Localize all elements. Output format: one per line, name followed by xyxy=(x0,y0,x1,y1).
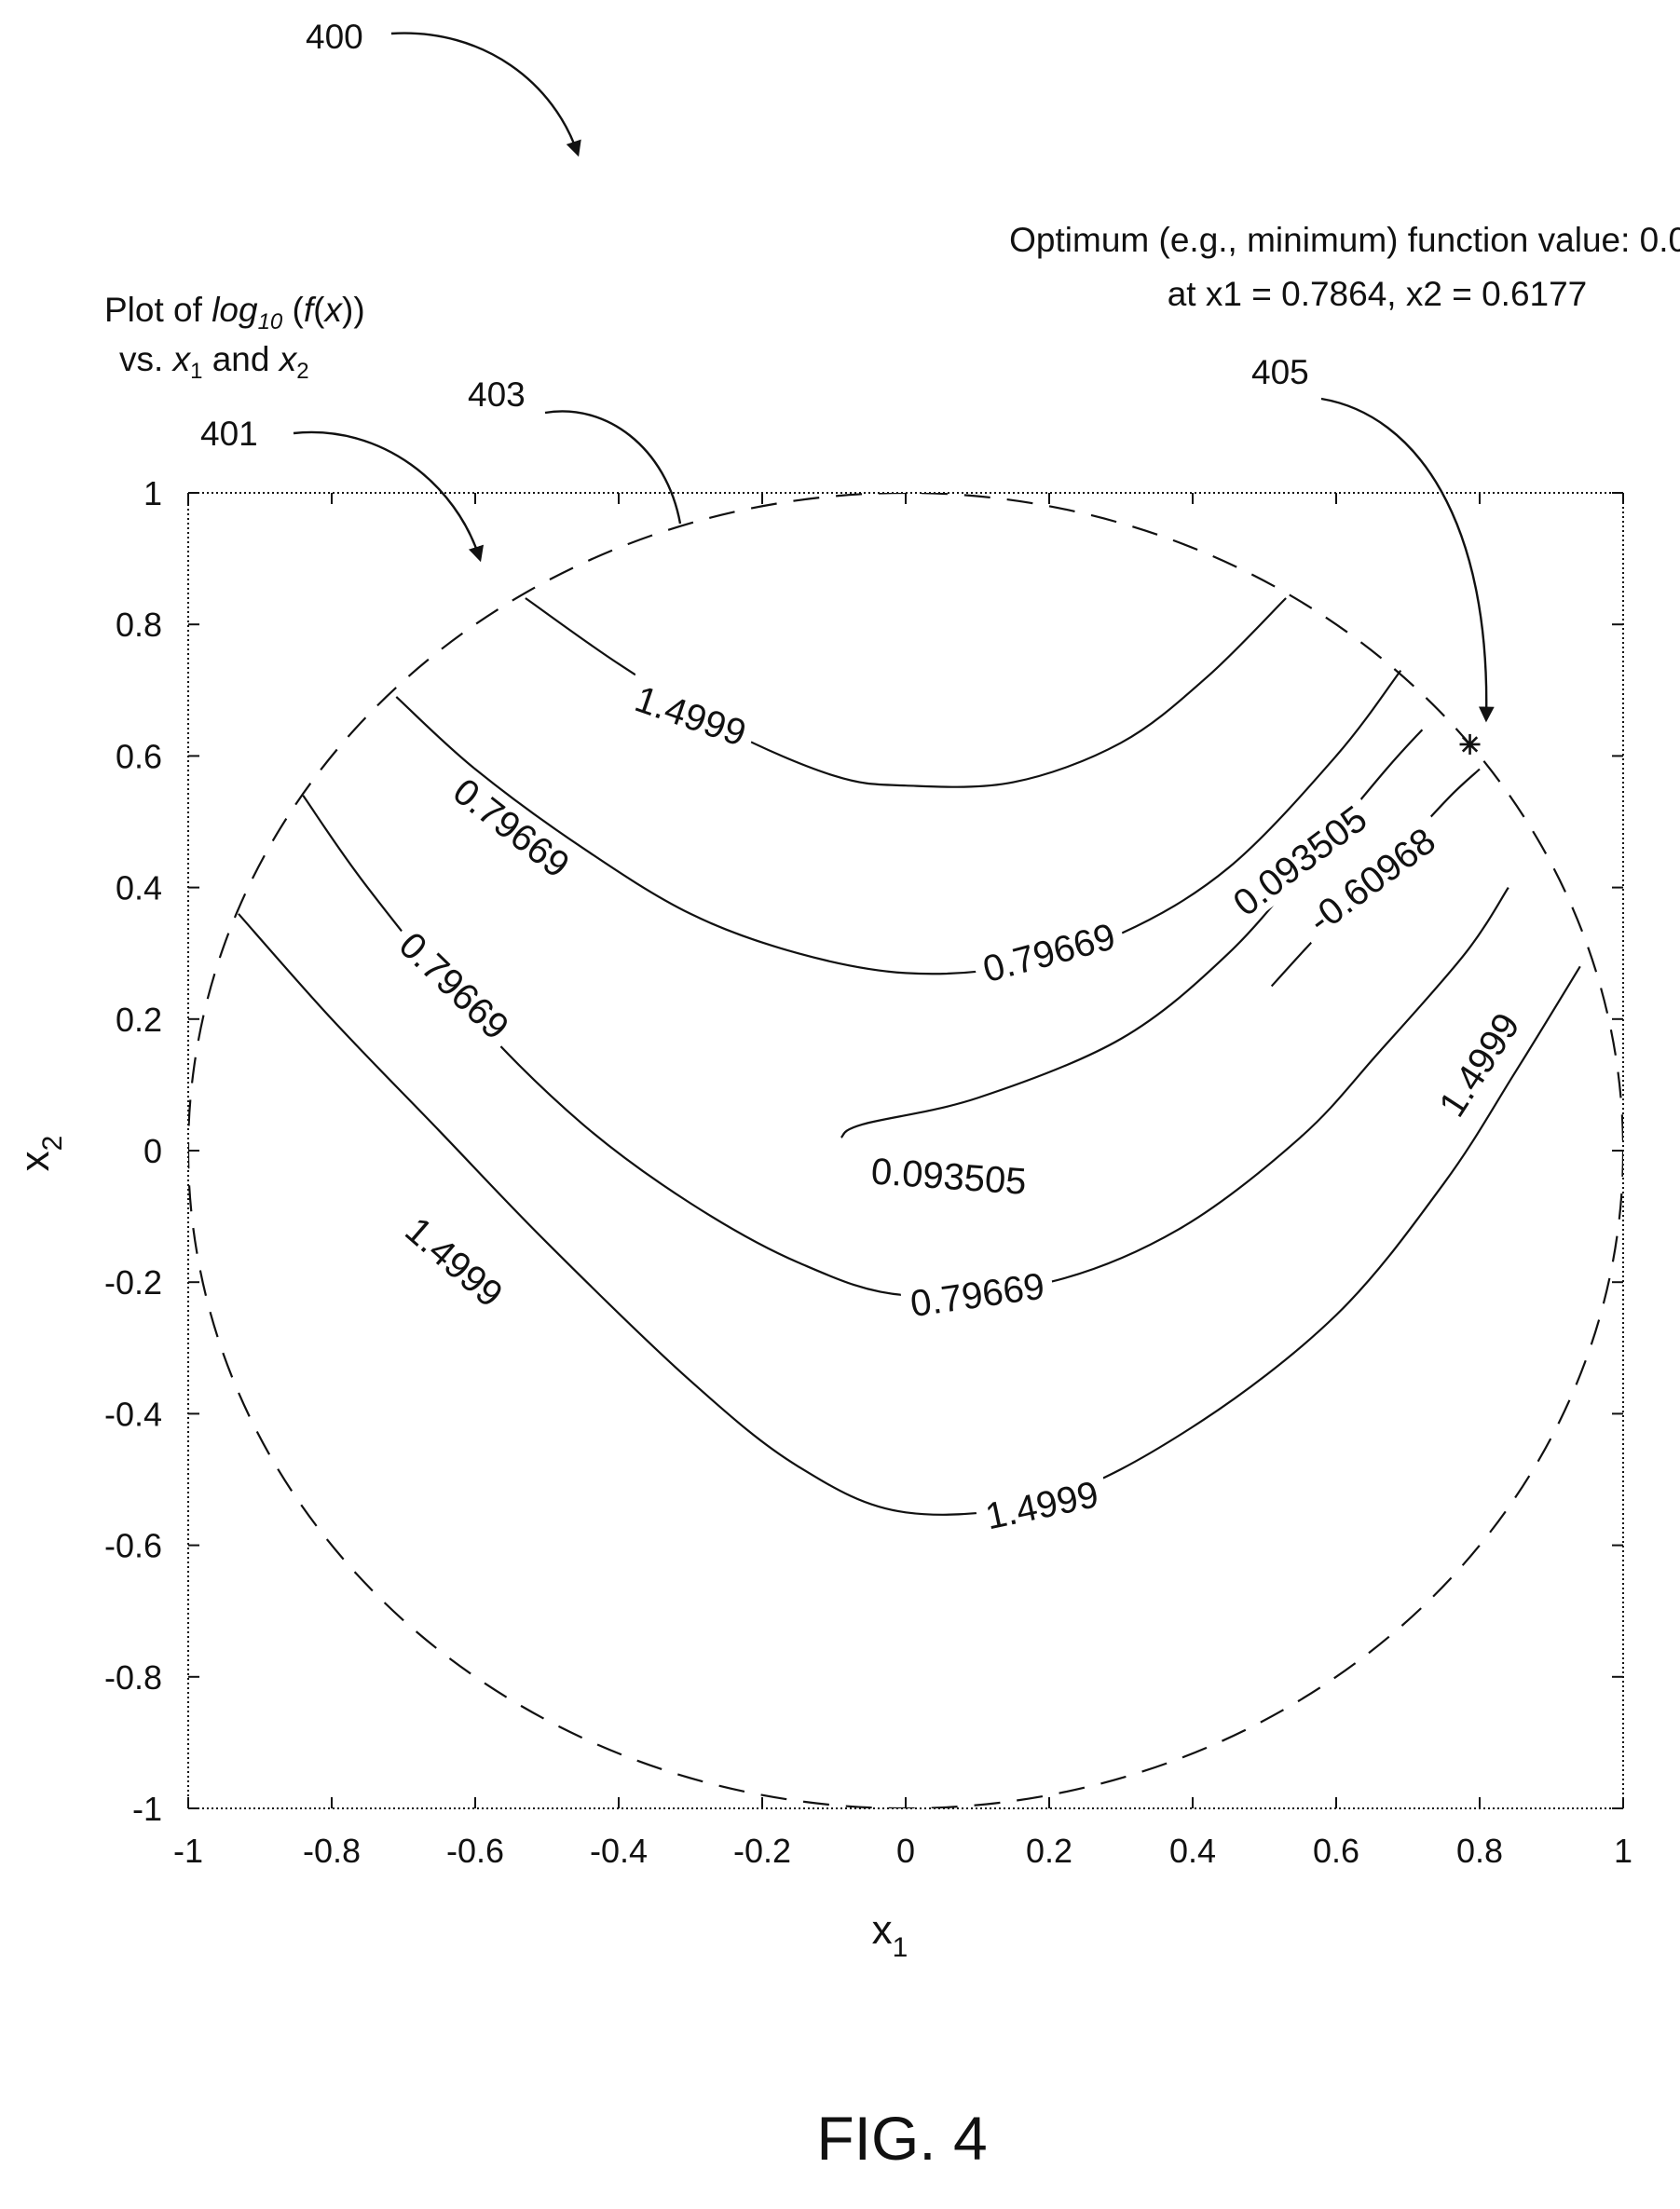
y-tick-label: -0.6 xyxy=(104,1527,162,1565)
contour-label-bg xyxy=(973,1469,1111,1539)
y-tick-label: 0 xyxy=(143,1132,162,1170)
x-tick-label: -0.4 xyxy=(590,1832,648,1870)
x-tick-label: -0.6 xyxy=(446,1832,504,1870)
contour-label-bg xyxy=(1424,997,1533,1131)
contour-plot: -1 -0.8 -0.6 -0.4 -0.2 0 0.2 0.4 0.6 0.8 1 1 0.8 0.6… xyxy=(104,474,1632,1870)
ref-401-leader xyxy=(293,430,484,563)
figure-caption: FIG. 4 xyxy=(816,2104,987,2173)
x-tick-label: 0 xyxy=(896,1832,915,1870)
y-tick-label: 1 xyxy=(143,474,162,512)
optimum-note-line2: at x1 = 0.7864, x2 = 0.6177 xyxy=(1168,275,1588,313)
contour-label-bg xyxy=(385,917,525,1054)
contour-label-bg xyxy=(970,911,1127,992)
contour-label-bg xyxy=(1289,811,1453,948)
optimum-note-line1: Optimum (e.g., minimum) function value: … xyxy=(1009,221,1680,259)
ref-405-leader xyxy=(1320,397,1495,723)
contour-label-text: 1.4999 xyxy=(630,678,751,754)
contour-label: 1.4999 xyxy=(621,673,760,757)
ref-400-label: 400 xyxy=(306,18,363,56)
x-tick-labels: -1 -0.8 -0.6 -0.4 -0.2 0 0.2 0.4 0.6 0.8 1 xyxy=(173,1832,1632,1870)
optimum-marker xyxy=(1459,733,1481,755)
y-tick-label: 0.6 xyxy=(116,737,162,775)
y-tick-labels: 1 0.8 0.6 0.4 0.2 0 -0.2 -0.4 -0.6 -0.8 -1 xyxy=(104,474,162,1828)
contour-line xyxy=(840,729,1424,1139)
y-tick-label: -0.4 xyxy=(104,1395,162,1433)
contour-label-bg xyxy=(439,763,585,891)
contour-label-text: 0.79669 xyxy=(908,1265,1046,1325)
ref-400-leader xyxy=(390,32,581,157)
contour-label-bg xyxy=(621,673,760,757)
y-tick-label: -0.2 xyxy=(104,1263,162,1302)
contour-label-text: 0.79669 xyxy=(445,770,577,886)
contour-label: 1.4999 xyxy=(973,1469,1111,1539)
contour-label-bg xyxy=(390,1201,519,1321)
contour-labels: 1.49990.796690.796690.093505-0.609680.79… xyxy=(385,673,1533,1539)
ref-403-leader xyxy=(544,410,682,525)
contour-label-bg xyxy=(899,1261,1056,1326)
x-tick-label: 0.6 xyxy=(1313,1832,1359,1870)
contour-label-text: 0.79669 xyxy=(978,916,1119,990)
axis-ticks xyxy=(187,492,1624,1809)
x-tick-label: 0.4 xyxy=(1169,1832,1216,1870)
x-tick-label: -0.8 xyxy=(303,1832,361,1870)
contour-label-bg xyxy=(861,1147,1036,1203)
ref-403-label: 403 xyxy=(468,375,526,414)
contour-label: 0.79669 xyxy=(439,763,585,891)
contour-lines xyxy=(238,597,1581,1516)
contour-label-text: 0.79669 xyxy=(391,924,517,1047)
optimum-marker-group xyxy=(1459,733,1481,755)
x-tick-label: 0.8 xyxy=(1456,1832,1503,1870)
plot-note-line1: Plot of log10 (f(x)) xyxy=(104,291,365,334)
contour-label: 1.4999 xyxy=(1424,997,1533,1131)
y-tick-label: -1 xyxy=(132,1790,162,1828)
x-tick-label: -0.2 xyxy=(733,1832,791,1870)
y-tick-label: 0.2 xyxy=(116,1001,162,1039)
x-tick-label: 1 xyxy=(1614,1832,1632,1870)
y-tick-label: -0.8 xyxy=(104,1658,162,1697)
contour-line xyxy=(302,795,1509,1298)
contour-label-bg xyxy=(1217,791,1381,929)
contour-label: 0.093505 xyxy=(861,1147,1036,1203)
x-axis-label: x1 xyxy=(872,1907,908,1963)
ref-405-label: 405 xyxy=(1251,353,1309,391)
contour-label: 0.79669 xyxy=(385,917,525,1054)
y-tick-label: 0.4 xyxy=(116,869,162,907)
x-tick-label: 0.2 xyxy=(1026,1832,1072,1870)
contour-line xyxy=(238,913,1581,1516)
plot-note-line2: vs. x1 and x2 xyxy=(119,340,309,384)
y-tick-label: 0.8 xyxy=(116,606,162,644)
contour-label-text: 1.4999 xyxy=(397,1209,510,1315)
contour-label: 0.79669 xyxy=(899,1261,1056,1326)
contour-label: 1.4999 xyxy=(390,1201,519,1321)
y-axis-label: x2 xyxy=(12,1136,68,1172)
optimum-marker-stroke xyxy=(1461,736,1479,753)
ref-401-label: 401 xyxy=(200,415,258,453)
contour-label: 0.79669 xyxy=(970,911,1127,992)
x-tick-label: -1 xyxy=(173,1832,203,1870)
contour-line xyxy=(395,669,1402,975)
